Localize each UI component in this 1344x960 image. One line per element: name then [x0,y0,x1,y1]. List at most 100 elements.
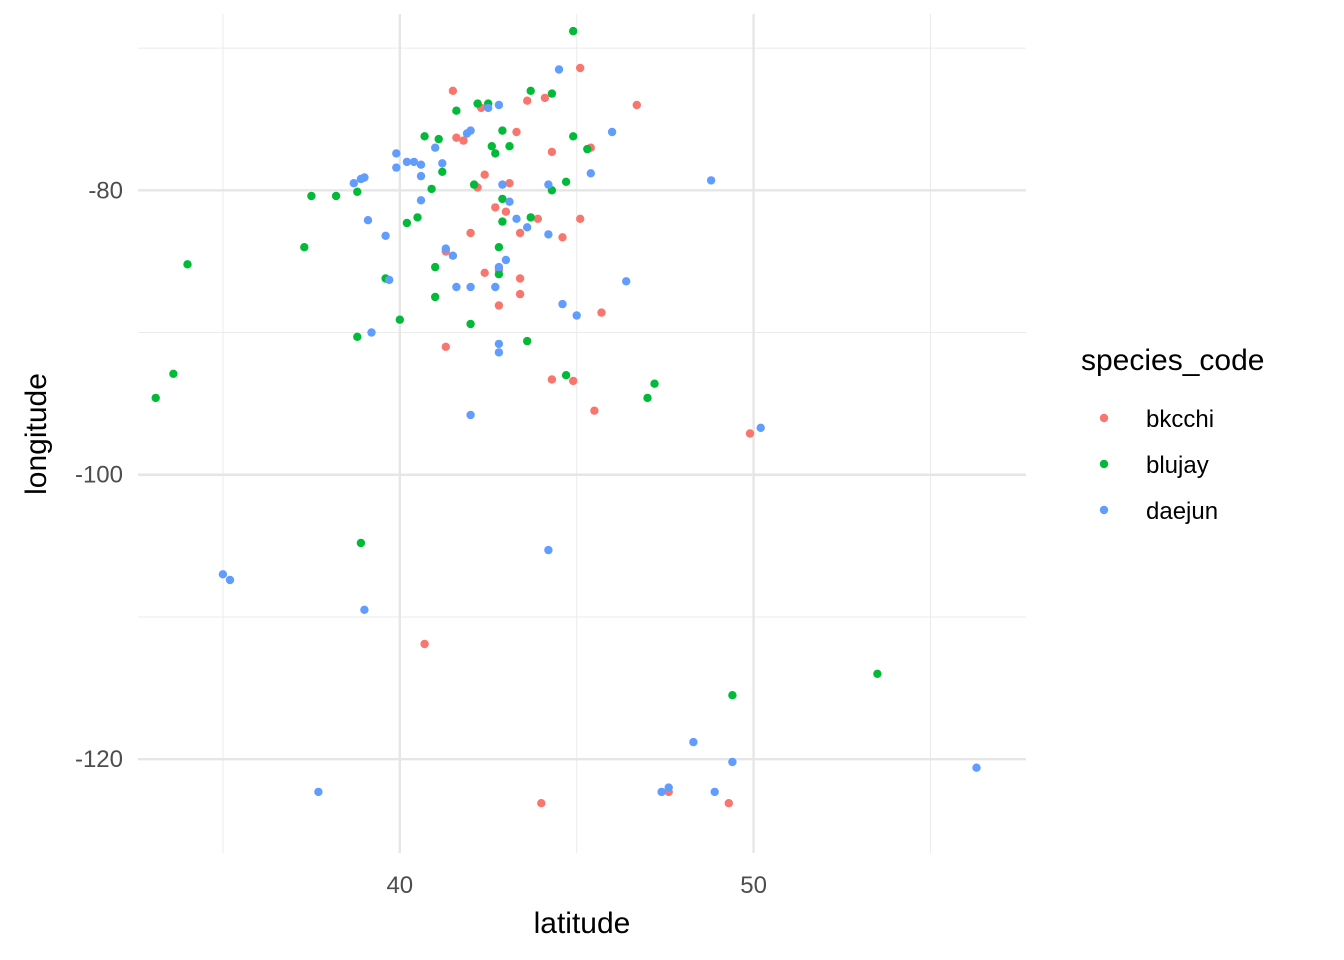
data-point-daejun [452,282,461,292]
data-point-bkcchi [547,375,557,384]
data-point-daejun [523,223,532,232]
data-point-bkcchi [533,214,542,223]
legend-key-daejun [1099,505,1109,515]
data-point-blujay [469,180,479,189]
legend-label-blujay: blujay [1146,452,1209,479]
data-point-bkcchi [590,406,599,415]
major-gridlines [138,14,1026,853]
data-point-blujay [569,26,578,36]
data-point-blujay [728,691,737,700]
data-point-bkcchi [452,133,461,142]
data-point-blujay [498,194,507,204]
data-point-bkcchi [501,207,511,216]
data-point-bkcchi [540,93,550,103]
data-point-daejun [494,100,504,110]
data-point-bkcchi [515,274,525,283]
data-point-blujay [561,177,571,186]
legend-label-bkcchi: bkcchi [1146,406,1214,433]
legend-key-bkcchi [1099,413,1109,423]
data-point-blujay [300,243,309,252]
data-point-daejun [381,231,390,240]
data-point-blujay [353,332,362,341]
legend-items: bkcchi blujay daejun [1099,406,1218,525]
data-point-blujay [494,243,504,252]
data-point-blujay [526,86,535,96]
data-point-bkcchi [480,170,489,179]
data-point-daejun [756,423,765,432]
legend-label-daejun: daejun [1146,498,1218,525]
data-point-daejun [586,169,595,178]
data-point-blujay [523,336,532,346]
data-point-daejun [544,545,553,555]
data-point-blujay [643,393,652,403]
data-point-daejun [416,171,426,181]
x-axis-tick-labels: 40 50 [386,872,766,899]
data-point-daejun [558,299,567,309]
y-tick-label: -120 [75,746,123,773]
data-point-blujay [487,142,496,151]
data-point-daejun [491,282,500,292]
data-point-daejun [484,103,493,113]
data-point-blujay [505,142,514,151]
legend: species_code bkcchi blujay daejun [1081,344,1264,525]
data-point-bkcchi [480,268,489,277]
data-point-blujay [151,393,160,403]
data-point-blujay [494,270,504,279]
y-tick-label: -100 [75,462,123,489]
data-point-blujay [395,315,404,324]
y-axis-title: longitude [20,373,53,495]
data-point-blujay [547,89,557,98]
data-point-blujay [169,369,178,378]
data-point-daejun [462,129,472,138]
y-tick-label: -80 [88,177,123,204]
data-point-bkcchi [515,228,525,238]
data-point-daejun [689,737,698,747]
data-point-blujay [491,149,500,158]
data-point-bkcchi [558,233,567,242]
data-point-daejun [498,180,507,189]
data-point-daejun [466,282,475,292]
data-point-daejun [501,255,511,265]
data-point-daejun [438,159,447,168]
data-point-daejun [657,787,666,797]
data-point-daejun [314,787,323,797]
data-point-daejun [392,149,401,158]
data-point-bkcchi [441,342,450,351]
data-point-bkcchi [505,179,514,188]
legend-title: species_code [1081,344,1264,377]
data-point-blujay [356,538,366,548]
data-point-daejun [360,605,369,614]
data-point-bkcchi [420,639,429,649]
data-point-bkcchi [523,96,532,105]
data-point-blujay [466,319,475,329]
data-point-bkcchi [537,799,546,808]
data-point-bkcchi [745,429,755,438]
data-point-blujay [526,213,535,222]
data-point-daejun [505,197,514,206]
data-point-bkcchi [491,203,500,212]
x-tick-label: 50 [740,872,767,899]
data-point-daejun [385,275,394,285]
data-point-blujay [431,262,440,272]
data-point-daejun [572,311,581,320]
data-point-blujay [498,217,507,226]
data-point-bkcchi [512,127,521,137]
data-point-blujay [498,126,507,135]
data-point-blujay [353,187,362,196]
data-point-daejun [441,244,450,253]
data-point-daejun [409,157,419,167]
data-point-daejun [349,179,358,188]
minor-gridlines [138,14,1026,853]
data-point-daejun [416,196,426,205]
data-point-daejun [512,214,521,223]
y-axis-tick-labels: -80 -100 -120 [75,177,123,773]
data-point-blujay [583,144,592,154]
data-point-daejun [416,160,426,169]
data-point-daejun [356,174,366,184]
data-point-bkcchi [724,799,733,808]
data-point-blujay [452,106,461,115]
data-point-bkcchi [547,147,557,157]
data-point-blujay [420,132,429,141]
data-point-daejun [225,575,235,585]
